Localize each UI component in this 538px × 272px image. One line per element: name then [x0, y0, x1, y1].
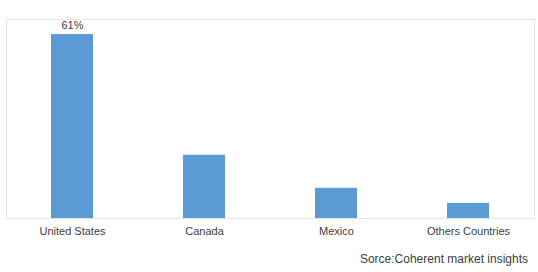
- svg-text:United States: United States: [39, 225, 106, 237]
- svg-text:Canada: Canada: [185, 225, 224, 237]
- svg-text:61%: 61%: [61, 19, 83, 31]
- html-text:Sorce:Coherent market insights: Sorce:Coherent market insights: [359, 252, 528, 266]
- svg-text:Mexico: Mexico: [319, 225, 354, 237]
- svg-text:Others Countries: Others Countries: [427, 225, 511, 237]
